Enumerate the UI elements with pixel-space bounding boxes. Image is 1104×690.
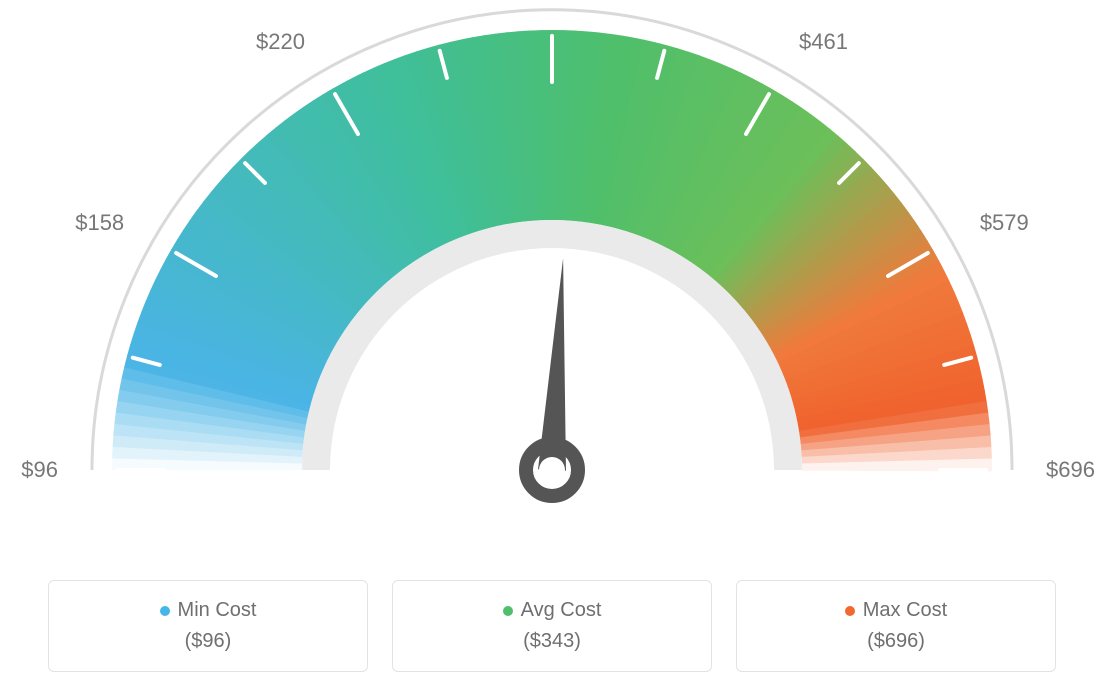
- legend-card-min: Min Cost ($96): [48, 580, 368, 672]
- legend-card-max: Max Cost ($696): [736, 580, 1056, 672]
- legend-label-min: Min Cost: [178, 599, 257, 622]
- gauge-tick-label: $696: [1046, 457, 1095, 482]
- legend-label-max: Max Cost: [863, 599, 947, 622]
- legend-value-min: ($96): [185, 630, 232, 653]
- gauge-chart: $96$158$220$343$461$579$696: [0, 0, 1104, 560]
- legend-value-max: ($696): [867, 630, 925, 653]
- dot-icon: [160, 606, 170, 616]
- gauge-tick-label: $220: [256, 29, 305, 54]
- gauge-tick-label: $461: [799, 29, 848, 54]
- gauge-tick-label: $579: [980, 210, 1029, 235]
- gauge-tick-label: $96: [21, 457, 58, 482]
- legend-top-max: Max Cost: [845, 599, 947, 622]
- legend-card-avg: Avg Cost ($343): [392, 580, 712, 672]
- legend-top-avg: Avg Cost: [503, 599, 602, 622]
- cost-gauge-widget: $96$158$220$343$461$579$696 Min Cost ($9…: [0, 0, 1104, 690]
- legend-top-min: Min Cost: [160, 599, 257, 622]
- legend-row: Min Cost ($96) Avg Cost ($343) Max Cost …: [0, 580, 1104, 672]
- dot-icon: [503, 606, 513, 616]
- dot-icon: [845, 606, 855, 616]
- legend-value-avg: ($343): [523, 630, 581, 653]
- legend-label-avg: Avg Cost: [521, 599, 602, 622]
- gauge-tick-label: $158: [75, 210, 124, 235]
- gauge-svg: $96$158$220$343$461$579$696: [0, 0, 1104, 560]
